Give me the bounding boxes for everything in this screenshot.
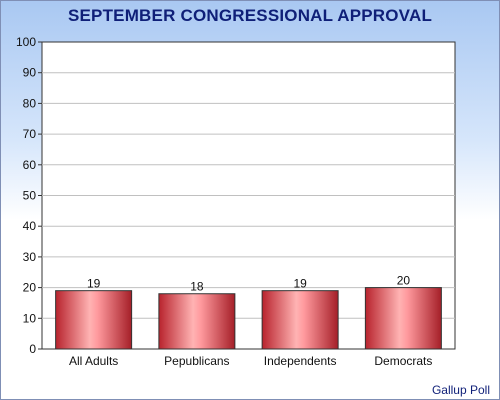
y-tick-label: 60: [23, 158, 37, 172]
chart-title: SEPTEMBER CONGRESSIONAL APPROVAL: [67, 6, 433, 25]
x-category-label: Democrats: [374, 354, 432, 368]
bar-independents: [261, 290, 339, 350]
y-tick-label: 10: [23, 311, 37, 325]
y-tick-label: 80: [23, 96, 37, 110]
data-label: 19: [87, 277, 101, 291]
x-category-label: Pepublicans: [164, 354, 229, 368]
y-tick-label: 90: [23, 66, 37, 80]
bar-democrats: [364, 287, 442, 350]
x-category-label: Independents: [264, 354, 337, 368]
y-tick-label: 0: [29, 342, 36, 356]
data-label: 18: [190, 280, 204, 294]
y-tick-label: 100: [16, 35, 36, 49]
y-tick-label: 50: [23, 189, 37, 203]
bar-pepublicans: [158, 293, 236, 350]
data-label: 20: [397, 274, 411, 288]
x-category-label: All Adults: [69, 354, 118, 368]
source-label: Gallup Poll: [431, 383, 490, 397]
y-tick-label: 30: [23, 250, 37, 264]
y-tick-label: 40: [23, 219, 37, 233]
data-label: 19: [293, 277, 307, 291]
y-tick-label: 70: [23, 127, 37, 141]
bar-all-adults: [55, 290, 133, 350]
y-tick-label: 20: [23, 281, 37, 295]
